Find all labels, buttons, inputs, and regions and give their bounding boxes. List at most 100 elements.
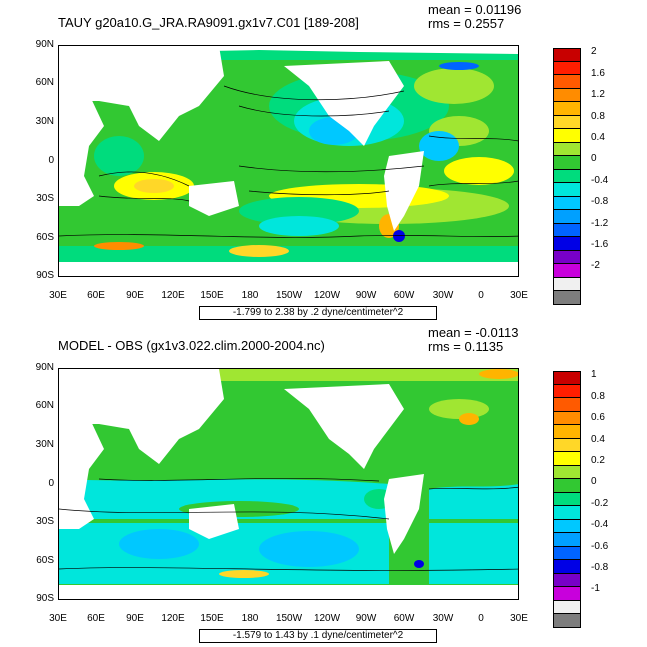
colorbar-label: 0.8 bbox=[591, 391, 605, 402]
colorbar-swatch bbox=[553, 156, 581, 170]
colorbar-label: -0.4 bbox=[591, 519, 609, 530]
lon-label: 90W bbox=[355, 613, 377, 624]
colorbar-label: -0.2 bbox=[591, 498, 609, 509]
tauy-map bbox=[58, 45, 519, 277]
lon-label: 120E bbox=[161, 613, 185, 624]
lon-label: 0 bbox=[478, 613, 484, 624]
colorbar-swatch bbox=[553, 61, 581, 75]
lon-label: 30E bbox=[510, 290, 528, 301]
lon-label: 30E bbox=[510, 613, 528, 624]
colorbar-swatch bbox=[553, 411, 581, 425]
colorbar-swatch bbox=[553, 519, 581, 533]
contour-range-box: -1.579 to 1.43 by .1 dyne/centimeter^2 bbox=[199, 629, 437, 643]
lon-label: 0 bbox=[478, 290, 484, 301]
colorbar-label: -0.8 bbox=[591, 562, 609, 573]
lon-label: 90E bbox=[126, 613, 144, 624]
colorbar-swatch bbox=[553, 506, 581, 520]
colorbar-swatch bbox=[553, 546, 581, 560]
colorbar-swatch bbox=[553, 75, 581, 89]
lon-label: 60E bbox=[87, 613, 105, 624]
panel-title: TAUY g20a10.G_JRA.RA9091.gx1v7.C01 [189-… bbox=[58, 15, 359, 30]
lat-label: 60S bbox=[36, 555, 54, 566]
mean-readout: mean = 0.01196 bbox=[428, 2, 522, 17]
colorbar-swatch bbox=[553, 533, 581, 547]
lat-label: 90S bbox=[36, 270, 54, 281]
panel-title: MODEL - OBS (gx1v3.022.clim.2000-2004.nc… bbox=[58, 338, 325, 353]
lat-label: 30S bbox=[36, 516, 54, 527]
colorbar bbox=[553, 371, 581, 628]
lat-label: 0 bbox=[48, 155, 54, 166]
colorbar-label: 0 bbox=[591, 476, 597, 487]
lon-label: 120W bbox=[313, 290, 341, 301]
colorbar-label: 0.2 bbox=[591, 455, 605, 466]
colorbar-swatch bbox=[553, 102, 581, 116]
colorbar-label: -0.6 bbox=[591, 541, 609, 552]
colorbar-label: 1.2 bbox=[591, 89, 605, 100]
lat-label: 90N bbox=[35, 362, 54, 373]
colorbar bbox=[553, 48, 581, 305]
colorbar-swatch bbox=[553, 465, 581, 479]
lat-label: 90N bbox=[35, 39, 54, 50]
lon-label: 60E bbox=[87, 290, 105, 301]
colorbar-label: 1.6 bbox=[591, 68, 605, 79]
colorbar-swatch bbox=[553, 587, 581, 601]
lon-label: 60W bbox=[393, 613, 415, 624]
colorbar-swatch bbox=[553, 210, 581, 224]
rms-readout: rms = 0.1135 bbox=[428, 339, 504, 354]
lat-label: 60N bbox=[35, 77, 54, 88]
mean-readout: mean = -0.0113 bbox=[428, 325, 519, 340]
tauy-panel: TAUY g20a10.G_JRA.RA9091.gx1v7.C01 [189-… bbox=[0, 0, 647, 323]
colorbar-swatch bbox=[553, 196, 581, 210]
lon-label: 150W bbox=[275, 290, 303, 301]
colorbar-swatch bbox=[553, 237, 581, 251]
colorbar-swatch bbox=[553, 88, 581, 102]
lon-label: 90W bbox=[355, 290, 377, 301]
lat-label: 30S bbox=[36, 193, 54, 204]
lon-label: 30W bbox=[432, 290, 454, 301]
contour-range-box: -1.799 to 2.38 by .2 dyne/centimeter^2 bbox=[199, 306, 437, 320]
colorbar-swatch bbox=[553, 291, 581, 305]
colorbar-swatch bbox=[553, 425, 581, 439]
colorbar-swatch bbox=[553, 560, 581, 574]
lon-label: 180 bbox=[241, 290, 259, 301]
lon-label: 150E bbox=[200, 613, 224, 624]
colorbar-label: -2 bbox=[591, 260, 600, 271]
lon-label: 120E bbox=[161, 290, 185, 301]
colorbar-label: -0.8 bbox=[591, 196, 609, 207]
colorbar-label: 0.8 bbox=[591, 111, 605, 122]
lon-label: 120W bbox=[313, 613, 341, 624]
diff-map bbox=[58, 368, 519, 600]
colorbar-swatch bbox=[553, 452, 581, 466]
colorbar-swatch bbox=[553, 169, 581, 183]
colorbar-label: -0.4 bbox=[591, 175, 609, 186]
model-minus-obs-panel: MODEL - OBS (gx1v3.022.clim.2000-2004.nc… bbox=[0, 323, 647, 646]
lat-label: 0 bbox=[48, 478, 54, 489]
lat-label: 60N bbox=[35, 400, 54, 411]
colorbar-label: 0 bbox=[591, 153, 597, 164]
colorbar-swatch bbox=[553, 479, 581, 493]
lon-label: 30W bbox=[432, 613, 454, 624]
colorbar-swatch bbox=[553, 384, 581, 398]
lon-label: 30E bbox=[49, 290, 67, 301]
colorbar-label: -1 bbox=[591, 583, 600, 594]
lon-label: 90E bbox=[126, 290, 144, 301]
lon-label: 180 bbox=[241, 613, 259, 624]
colorbar-swatch bbox=[553, 48, 581, 62]
lat-label: 30N bbox=[35, 116, 54, 127]
lat-label: 30N bbox=[35, 439, 54, 450]
lat-label: 60S bbox=[36, 232, 54, 243]
colorbar-swatch bbox=[553, 277, 581, 291]
colorbar-swatch bbox=[553, 492, 581, 506]
lon-label: 150E bbox=[200, 290, 224, 301]
lon-label: 30E bbox=[49, 613, 67, 624]
colorbar-swatch bbox=[553, 250, 581, 264]
colorbar-swatch bbox=[553, 398, 581, 412]
colorbar-swatch bbox=[553, 600, 581, 614]
colorbar-swatch bbox=[553, 183, 581, 197]
colorbar-label: -1.2 bbox=[591, 218, 609, 229]
colorbar-label: 0.4 bbox=[591, 132, 605, 143]
colorbar-swatch bbox=[553, 614, 581, 628]
colorbar-swatch bbox=[553, 129, 581, 143]
colorbar-label: 0.6 bbox=[591, 412, 605, 423]
colorbar-swatch bbox=[553, 573, 581, 587]
